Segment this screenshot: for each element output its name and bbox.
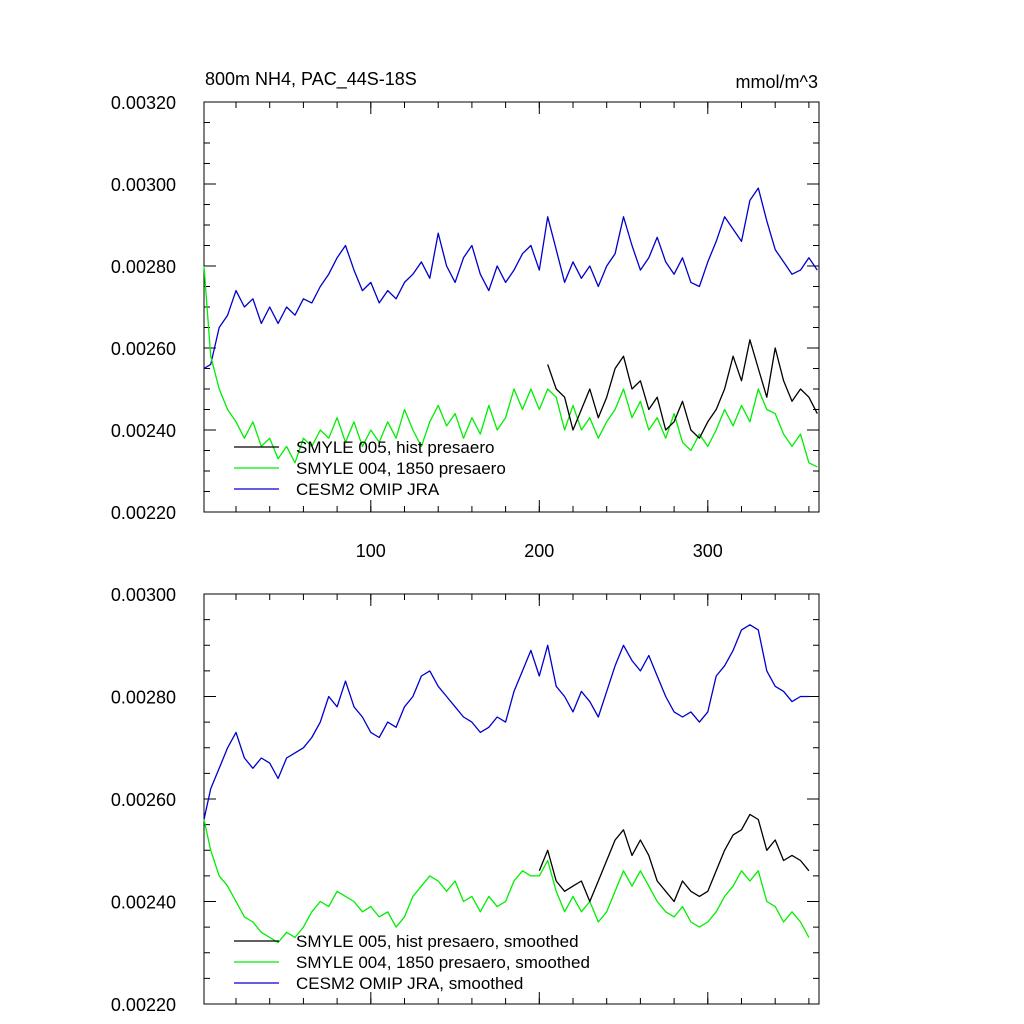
- top-axis-ticks: 0.00220 0.00240 0.00260 0.00280 0.00300 0.003…: [111, 93, 819, 561]
- bottom-panel: 0.00220 0.00240 0.00260 0.00280 0.00300 SMYL…: [111, 585, 820, 1015]
- top-legend-label: SMYLE 005, hist presaero: [296, 438, 494, 457]
- top-series-group: [203, 187, 818, 468]
- bottom-legend: SMYLE 005, hist presaero, smoothed SMYLE …: [234, 932, 590, 993]
- top-panel: 800m NH4, PAC_44S-18S mmol/m^3 0.002200.…: [111, 69, 820, 561]
- top-series-line-1: [203, 265, 818, 468]
- top-panel-title: 800m NH4, PAC_44S-18S: [205, 69, 417, 90]
- top-xtick-label: 300: [693, 541, 723, 561]
- bottom-ytick-label: 0.00260: [111, 790, 176, 810]
- top-ytick-label: 0.00220: [111, 503, 176, 523]
- bottom-ytick-label: 0.00280: [111, 688, 176, 708]
- top-legend-label: CESM2 OMIP JRA: [296, 480, 440, 499]
- top-ytick-label: 0.00240: [111, 421, 176, 441]
- bottom-ytick-label: 0.00220: [111, 995, 176, 1015]
- bottom-ytick-label: 0.00240: [111, 893, 176, 913]
- top-ytick-label: 0.00280: [111, 257, 176, 277]
- bottom-series-line-1: [203, 819, 810, 944]
- top-xtick-label: 100: [356, 541, 386, 561]
- bottom-ytick-label: 0.00300: [111, 585, 176, 605]
- top-panel-units: mmol/m^3: [736, 72, 818, 92]
- top-legend: SMYLE 005, hist presaero SMYLE 004, 1850 …: [234, 438, 506, 499]
- top-xtick-label: 200: [524, 541, 554, 561]
- top-series-line-0: [547, 339, 818, 439]
- top-ytick-label: 0.00300: [111, 175, 176, 195]
- bottom-legend-label: CESM2 OMIP JRA, smoothed: [296, 974, 523, 993]
- bottom-legend-label: SMYLE 004, 1850 presaero, smoothed: [296, 953, 590, 972]
- top-ytick-label: 0.00260: [111, 339, 176, 359]
- bottom-series-line-2: [203, 624, 809, 820]
- bottom-legend-label: SMYLE 005, hist presaero, smoothed: [296, 932, 579, 951]
- bottom-series-line-0: [538, 813, 810, 903]
- top-ytick-label: 0.00320: [111, 93, 176, 113]
- top-series-line-2: [203, 187, 818, 370]
- bottom-axis-ticks: 0.00220 0.00240 0.00260 0.00280 0.00300: [111, 585, 819, 1015]
- bottom-series-group: [203, 624, 810, 944]
- top-legend-label: SMYLE 004, 1850 presaero: [296, 459, 506, 478]
